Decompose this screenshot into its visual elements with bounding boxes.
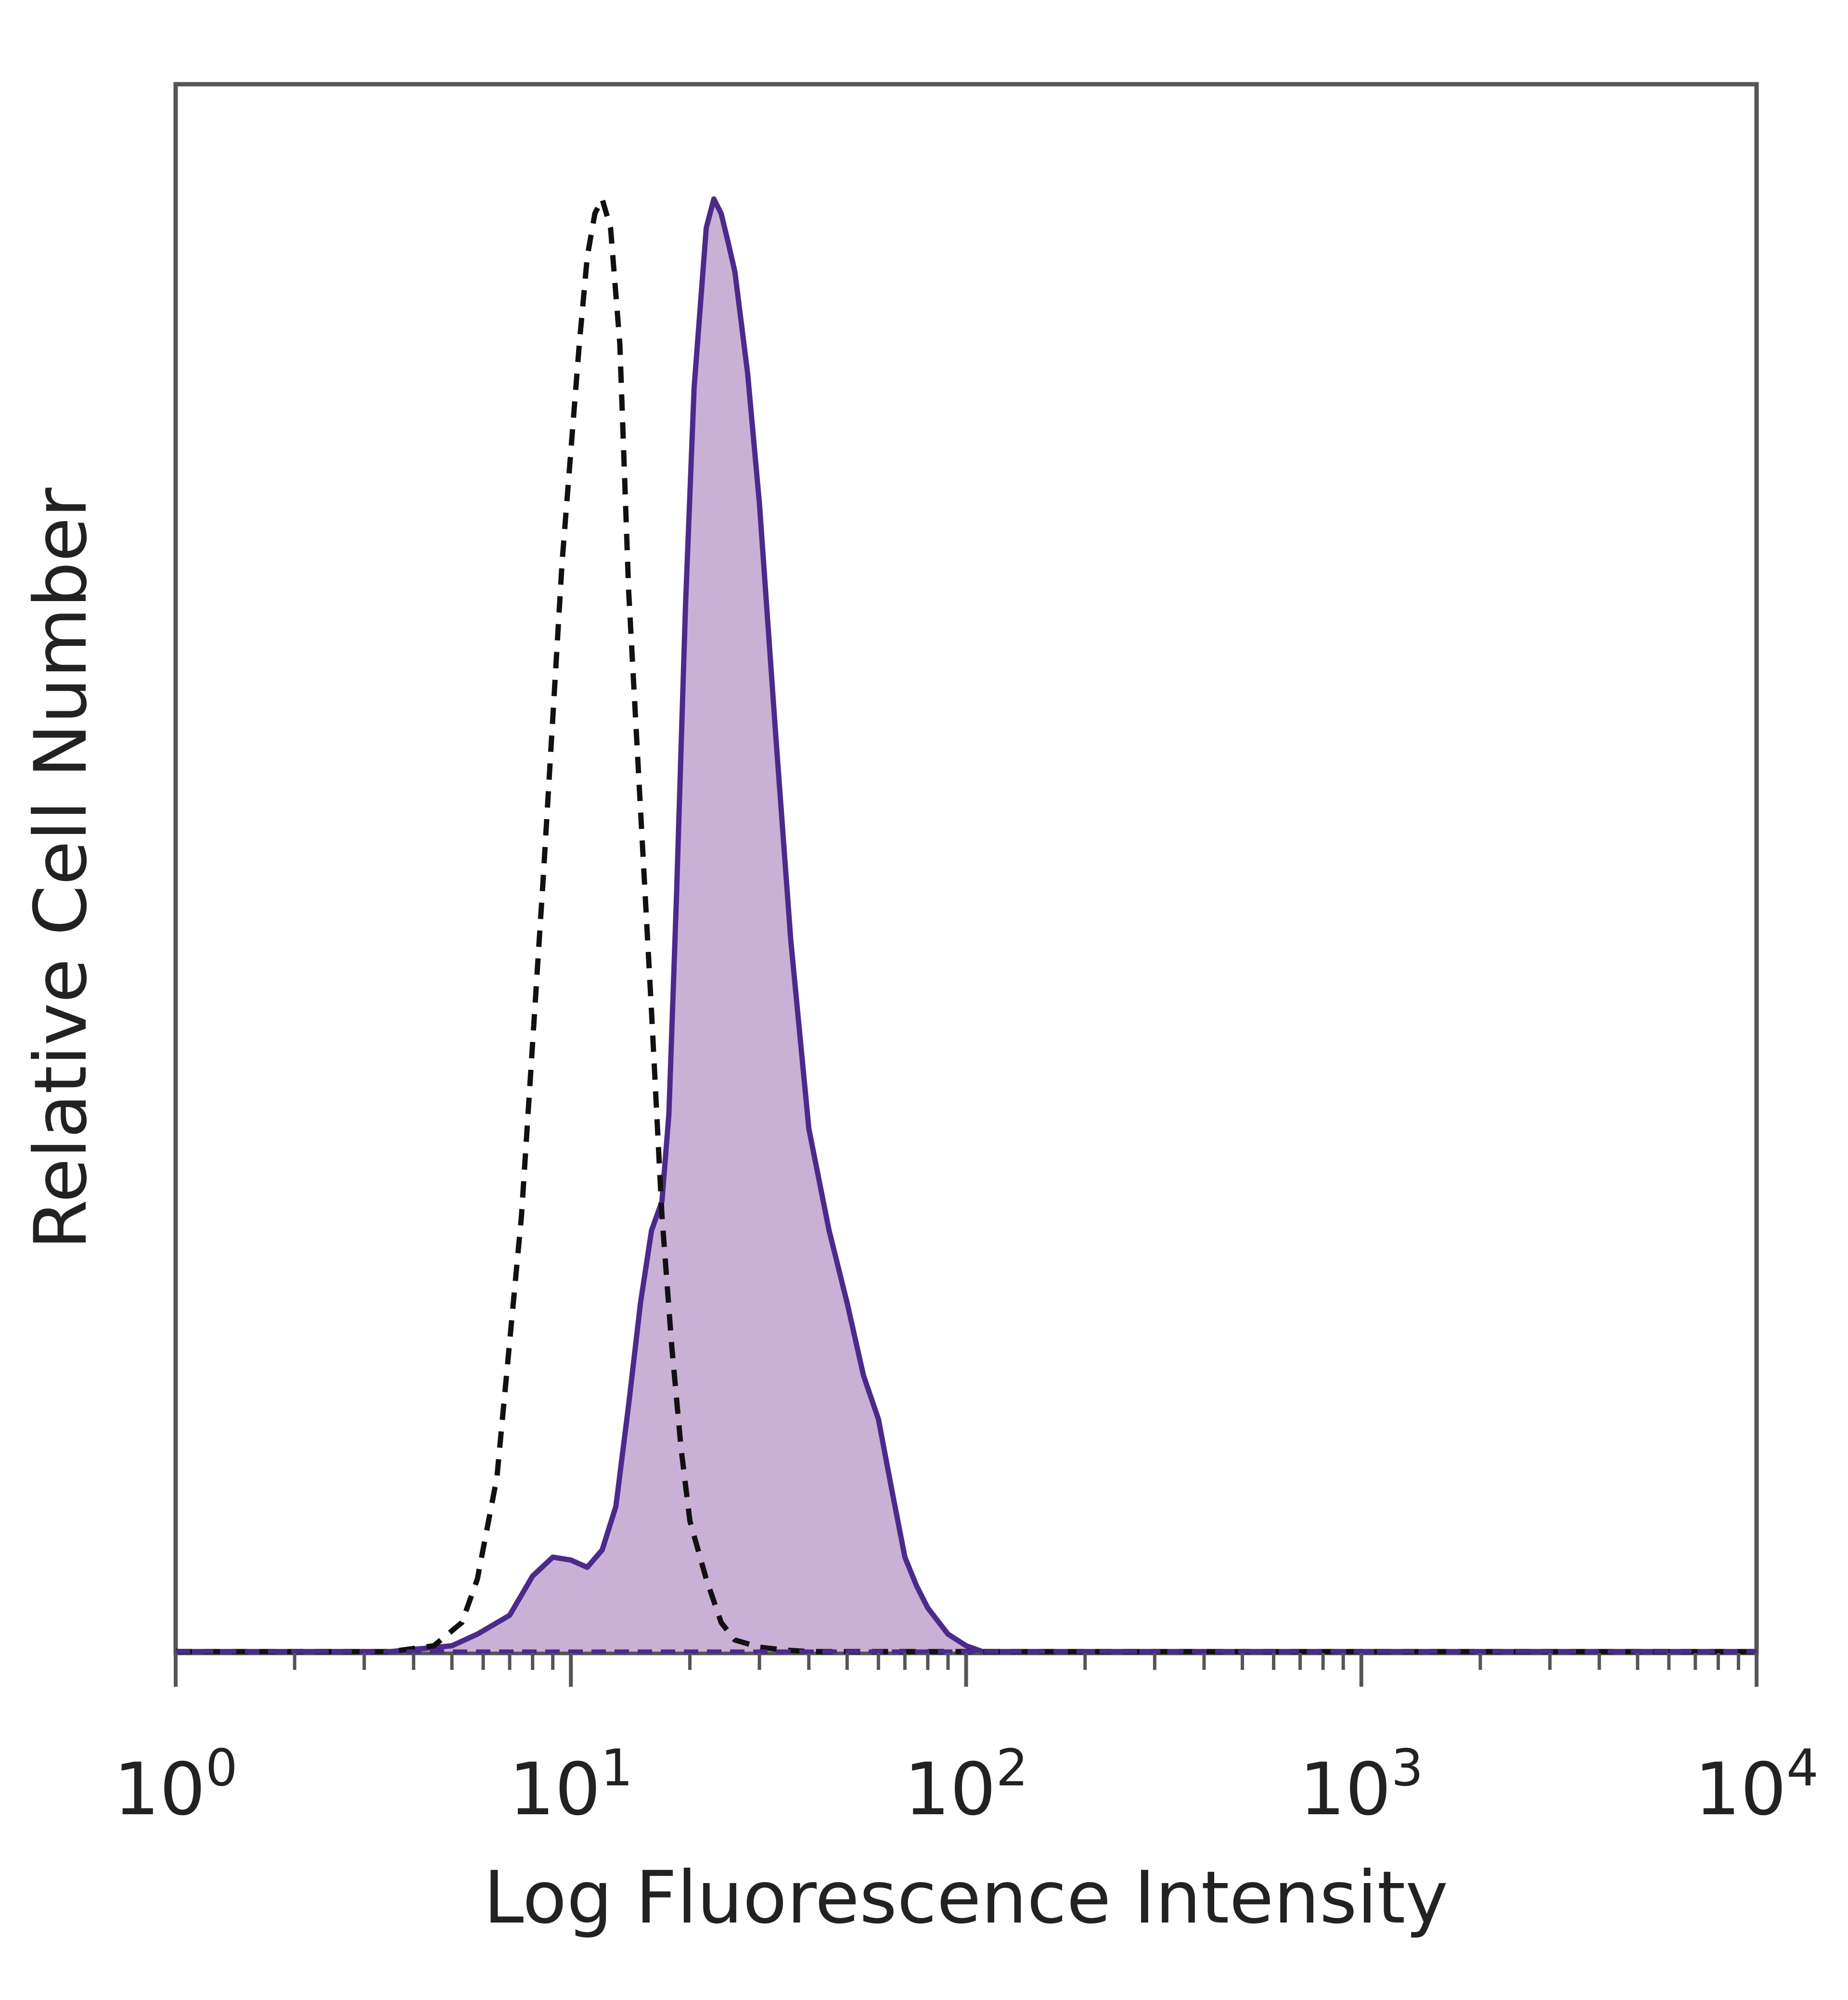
series-layer [176, 196, 1757, 1654]
x-tick-label: 102 [904, 1739, 1028, 1832]
series-0-fill [176, 199, 1757, 1652]
x-axis-tick-labels: 100 101 102 103 104 [114, 1739, 1819, 1832]
x-tick-label: 103 [1299, 1739, 1424, 1832]
series-1-line [176, 196, 1757, 1654]
x-axis-label: Log Fluorescence Intensity [484, 1856, 1448, 1940]
series-0-line [176, 196, 1757, 1654]
x-tick-label: 101 [509, 1739, 633, 1832]
x-tick-label: 104 [1694, 1739, 1819, 1832]
x-axis-ticks [174, 1653, 1758, 1687]
x-tick-label: 100 [114, 1739, 238, 1832]
plot-frame [173, 82, 1759, 1655]
y-axis-label: Relative Cell Number [19, 487, 103, 1250]
